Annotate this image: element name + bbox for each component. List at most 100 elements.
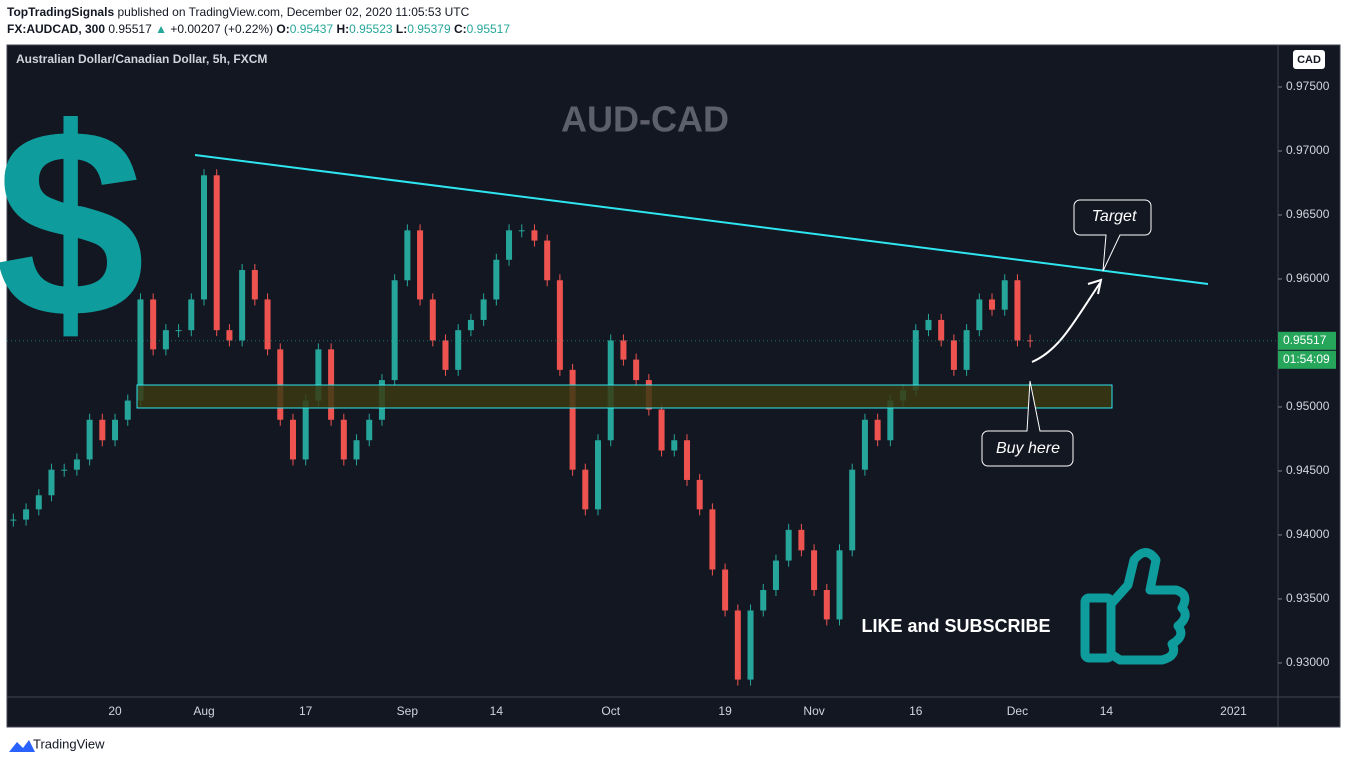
candle (1027, 340, 1034, 342)
high-label: H: (337, 22, 350, 36)
candle (989, 299, 996, 310)
candle (1001, 280, 1008, 310)
candle (950, 340, 957, 370)
candle (61, 469, 68, 471)
close: 0.95517 (467, 22, 511, 36)
candle (10, 519, 17, 521)
y-tick-label: 0.93500 (1286, 591, 1330, 605)
brand: TradingView (33, 736, 105, 751)
cta: LIKE and SUBSCRIBE (861, 616, 1050, 636)
candle (289, 419, 296, 460)
currency: CAD (1297, 54, 1321, 66)
thumbs-up-icon (1080, 548, 1190, 665)
candle (785, 529, 792, 561)
candle (251, 270, 258, 300)
candle (1014, 280, 1021, 341)
candle (823, 589, 830, 620)
candle (239, 270, 246, 341)
candle (506, 230, 513, 260)
x-tick-label: Nov (803, 704, 824, 718)
change: +0.00207 (+0.22%) (170, 22, 273, 36)
candle (620, 340, 627, 360)
candle (315, 349, 322, 401)
trendline (194, 154, 1209, 285)
quote-line: FX:AUDCAD, 300 0.95517 ▲ +0.00207 (+0.22… (7, 22, 510, 36)
candle (150, 299, 157, 350)
candle (836, 550, 843, 620)
candle (442, 340, 449, 370)
target-arrow (1031, 282, 1101, 363)
candle (429, 299, 436, 341)
candle (48, 469, 55, 496)
candle (760, 589, 767, 611)
low-label: L: (396, 22, 407, 36)
buy-label: Buy here (996, 440, 1060, 457)
x-tick-label: 16 (909, 704, 923, 718)
candle (887, 400, 894, 441)
x-tick-label: 17 (299, 704, 313, 718)
y-tick-label: 0.96000 (1286, 271, 1330, 285)
candle (861, 419, 868, 470)
target-label: Target (1092, 208, 1137, 225)
y-tick-label: 0.97000 (1286, 143, 1330, 157)
candle (671, 440, 678, 451)
candle (175, 330, 182, 332)
candle (467, 319, 474, 331)
candle (353, 440, 360, 460)
candle (73, 459, 80, 470)
last-price-tag (1278, 331, 1336, 350)
y-tick-label: 0.97500 (1286, 79, 1330, 93)
candle (696, 479, 703, 510)
x-tick-label: 14 (1100, 704, 1114, 718)
candle (86, 419, 93, 460)
candle (683, 440, 690, 480)
candle (544, 240, 551, 281)
candle (912, 330, 919, 391)
candle (493, 259, 500, 300)
candle (188, 299, 195, 331)
candle (556, 280, 563, 370)
candle (811, 550, 818, 590)
candle (404, 230, 411, 281)
x-tick-label: 2021 (1220, 704, 1247, 718)
series-legend: Australian Dollar/Canadian Dollar, 5h, F… (16, 52, 267, 66)
y-tick-label: 0.93000 (1286, 655, 1330, 669)
candle (480, 299, 487, 320)
candle (124, 400, 131, 420)
x-tick-label: 20 (108, 704, 122, 718)
last-price-label: 0.95517 (1283, 333, 1327, 347)
support-zone (136, 384, 1113, 409)
candle (874, 419, 881, 441)
candle (633, 359, 640, 381)
candle (925, 319, 932, 331)
candle (518, 230, 525, 232)
candle (391, 280, 398, 381)
publish-line: TopTradingSignals published on TradingVi… (7, 5, 470, 19)
candle (734, 610, 741, 680)
candle (23, 509, 30, 520)
x-tick-label: Aug (193, 704, 214, 718)
y-tick-label: 0.94000 (1286, 527, 1330, 541)
y-tick-label: 0.96500 (1286, 207, 1330, 221)
candle (99, 419, 106, 441)
x-tick-label: 19 (718, 704, 732, 718)
open: 0.95437 (290, 22, 334, 36)
candle (849, 469, 856, 551)
dollar-icon: $ (0, 73, 145, 374)
x-tick-label: 14 (490, 704, 504, 718)
candle (226, 330, 233, 341)
candle (582, 469, 589, 510)
candle (35, 495, 42, 510)
publisher: TopTradingSignals (7, 5, 114, 19)
candle (798, 529, 805, 551)
candle (417, 230, 424, 300)
candle (976, 299, 983, 331)
candle (302, 400, 309, 460)
x-tick-label: Sep (397, 704, 419, 718)
y-tick-label: 0.94500 (1286, 463, 1330, 477)
candle (455, 330, 462, 370)
low: 0.95379 (407, 22, 451, 36)
buy-callout (981, 380, 1074, 467)
